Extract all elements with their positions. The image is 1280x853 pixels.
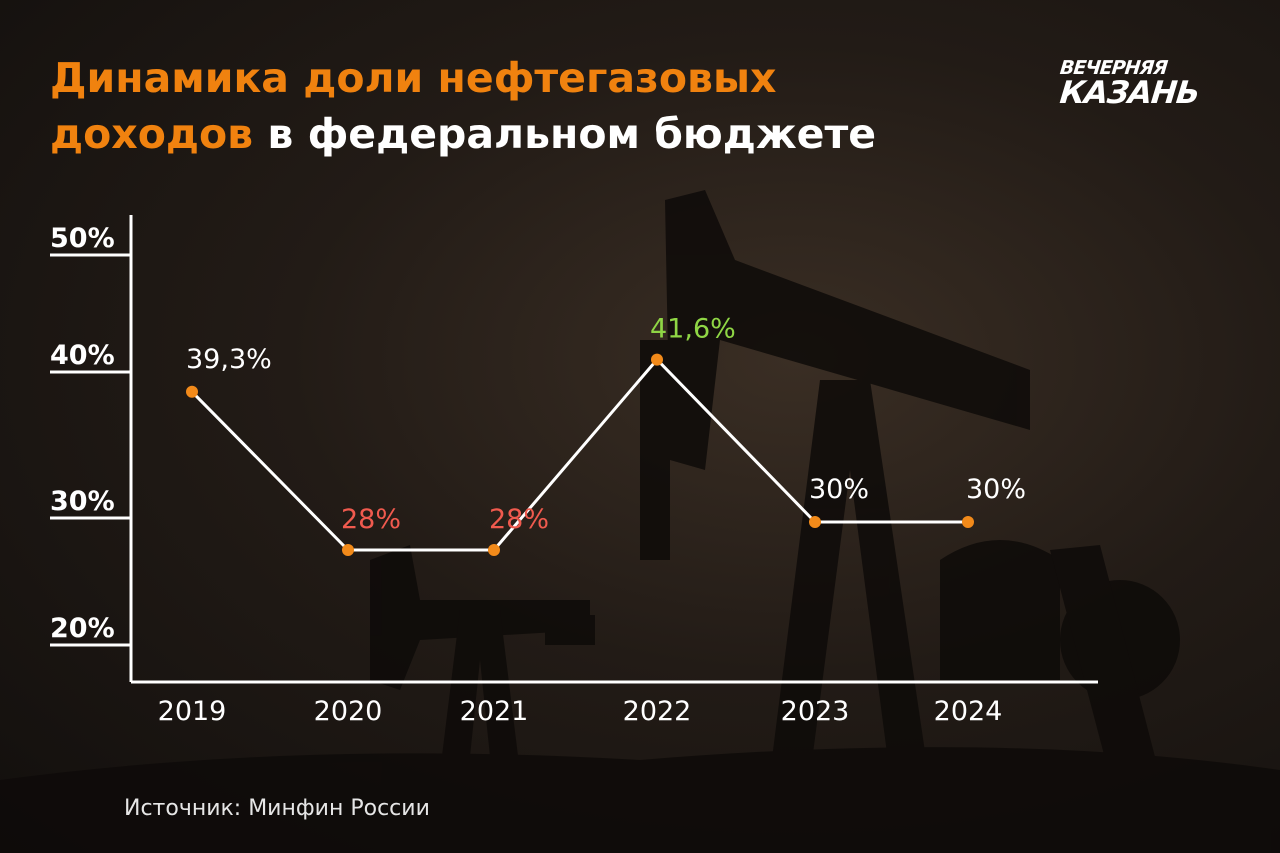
data-label: 30%	[966, 474, 1026, 505]
y-tick-label: 50%	[50, 223, 115, 254]
y-tick-label: 40%	[50, 340, 115, 371]
data-label: 39,3%	[186, 344, 272, 375]
x-tick-label: 2023	[781, 696, 850, 727]
data-point	[488, 544, 500, 556]
data-label: 41,6%	[650, 314, 736, 345]
data-point	[962, 516, 974, 528]
series-line	[190, 358, 968, 552]
data-label: 28%	[341, 504, 401, 535]
title-accent-word: доходов	[50, 110, 254, 158]
x-tick-label: 2021	[460, 696, 529, 727]
title-accent-line1: Динамика доли нефтегазовых	[50, 54, 777, 102]
title-rest: в федеральном бюджете	[253, 110, 877, 158]
source-note: Источник: Минфин России	[124, 796, 430, 821]
data-point	[342, 544, 354, 556]
x-tick-label: 2020	[314, 696, 383, 727]
x-tick-label: 2022	[623, 696, 692, 727]
data-label: 28%	[489, 504, 549, 535]
data-point	[809, 516, 821, 528]
chart-title: Динамика доли нефтегазовых доходов в фед…	[50, 50, 876, 162]
x-tick-label: 2019	[158, 696, 227, 727]
y-tick-label: 30%	[50, 486, 115, 517]
data-label: 30%	[809, 474, 869, 505]
data-point	[651, 353, 663, 366]
x-tick-label: 2024	[934, 696, 1003, 727]
data-point	[186, 385, 198, 398]
y-tick-label: 20%	[50, 613, 115, 644]
